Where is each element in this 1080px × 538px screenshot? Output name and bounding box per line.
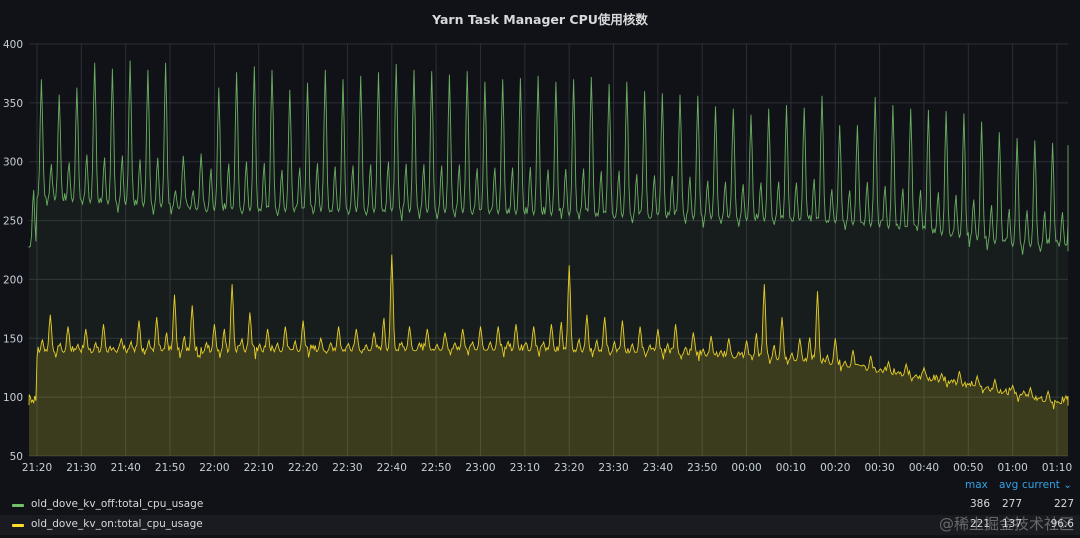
x-tick-label: 22:30 (332, 462, 362, 474)
x-tick-label: 22:10 (244, 462, 274, 474)
x-tick-label: 21:50 (155, 462, 185, 474)
x-tick-label: 00:30 (864, 462, 894, 474)
y-tick-label: 50 (10, 451, 23, 463)
y-tick-label: 250 (3, 216, 23, 228)
x-tick-label: 23:10 (510, 462, 540, 474)
chevron-down-icon: ⌄ (1063, 479, 1073, 491)
legend-avg-kv-on: 137 (1001, 518, 1022, 530)
series-area-0 (29, 60, 1068, 456)
legend-row-kv-off[interactable]: old_dove_kv_off:total_cpu_usage 386 277 … (0, 495, 1080, 515)
x-tick-label: 00:40 (909, 462, 939, 474)
legend-current-kv-on: 96.6 (1050, 518, 1074, 530)
series-area-1 (29, 254, 1068, 456)
legend-swatch-kv-on (12, 524, 24, 527)
x-tick-label: 23:00 (465, 462, 495, 474)
legend-label-kv-on[interactable]: old_dove_kv_on:total_cpu_usage (31, 518, 203, 530)
chart-plot[interactable]: 50 100 150 200 250 300 350 400 21:20 21:30 21:40 21… (0, 0, 1080, 480)
y-tick-label: 200 (3, 274, 23, 286)
legend-avg-kv-off: 277 (1001, 498, 1022, 510)
series-line-1 (28, 254, 1069, 410)
legend-swatch-kv-off (12, 504, 24, 507)
y-tick-label: 400 (3, 39, 23, 51)
x-tick-label: 00:10 (776, 462, 806, 474)
legend-current-kv-off: 227 (1053, 498, 1074, 510)
x-tick-label: 21:20 (22, 462, 52, 474)
x-tick-label: 22:50 (421, 462, 451, 474)
x-tick-label: 00:20 (820, 462, 850, 474)
x-tick-label: 23:40 (643, 462, 673, 474)
legend-max-header[interactable]: max (965, 479, 988, 491)
x-tick-label: 00:00 (731, 462, 761, 474)
watermark: @稀土掘金技术社区 (938, 515, 1074, 533)
y-tick-label: 300 (3, 157, 23, 169)
x-tick-label: 21:30 (66, 462, 96, 474)
legend-avg-header[interactable]: avg (999, 479, 1019, 491)
y-tick-label: 100 (3, 392, 23, 404)
legend-row-kv-on[interactable]: old_dove_kv_on:total_cpu_usage 221 137 9… (0, 515, 1080, 535)
panel-title[interactable]: Yarn Task Manager CPU使用核数 (432, 12, 648, 27)
x-tick-label: 23:20 (554, 462, 584, 474)
y-tick-label: 150 (3, 333, 23, 345)
legend-current-label: current (1022, 479, 1060, 491)
legend-current-header[interactable]: current ⌄ (1022, 479, 1072, 491)
x-tick-label: 00:50 (953, 462, 983, 474)
x-tick-label: 23:50 (687, 462, 717, 474)
x-tick-label: 01:00 (998, 462, 1028, 474)
y-tick-label: 350 (3, 98, 23, 110)
x-tick-label: 23:30 (598, 462, 628, 474)
x-tick-label: 22:20 (288, 462, 318, 474)
legend-max-kv-on: 221 (969, 518, 990, 530)
x-tick-label: 22:40 (377, 462, 407, 474)
x-tick-label: 21:40 (111, 462, 141, 474)
x-tick-label: 22:00 (199, 462, 229, 474)
x-tick-label: 01:10 (1042, 462, 1072, 474)
legend-label-kv-off[interactable]: old_dove_kv_off:total_cpu_usage (31, 498, 204, 510)
series-line-0 (28, 60, 1069, 255)
legend-max-kv-off: 386 (969, 498, 990, 510)
